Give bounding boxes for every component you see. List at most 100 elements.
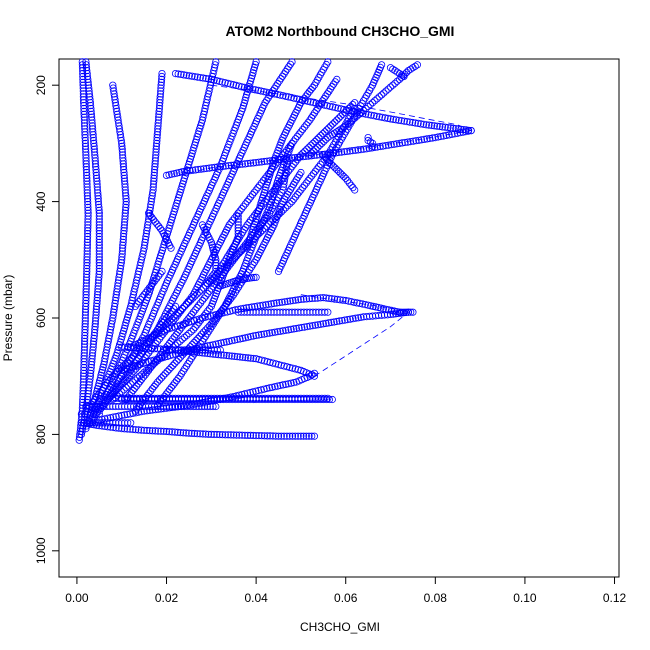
data-point: [282, 155, 290, 163]
data-point: [205, 277, 213, 285]
data-point: [118, 247, 127, 255]
data-point: [120, 171, 128, 179]
data-point: [82, 305, 90, 313]
data-point: [118, 145, 126, 153]
data-point: [104, 423, 112, 431]
data-point: [87, 102, 95, 110]
data-point: [273, 90, 282, 99]
series-12: [154, 139, 296, 409]
data-point: [227, 161, 235, 169]
data-point: [90, 136, 98, 145]
data-point: [83, 192, 92, 200]
data-point: [115, 125, 124, 133]
data-point: [103, 379, 112, 387]
data-point: [116, 131, 125, 139]
data-point: [83, 189, 91, 197]
data-point: [158, 72, 166, 81]
series-24: [395, 308, 417, 316]
data-point: [340, 105, 348, 114]
data-point: [142, 232, 150, 241]
data-point: [82, 291, 90, 299]
data-point: [249, 431, 257, 440]
data-point: [279, 174, 287, 182]
data-point: [389, 310, 397, 318]
data-point: [98, 366, 107, 374]
data-point: [109, 314, 117, 322]
data-point: [286, 363, 294, 372]
data-point: [344, 120, 352, 128]
data-point: [121, 212, 129, 220]
data-point: [249, 354, 257, 363]
data-point: [170, 305, 178, 313]
data-point: [80, 113, 88, 121]
data-point: [234, 230, 242, 238]
data-point: [342, 106, 350, 114]
data-point: [95, 215, 103, 223]
data-point: [397, 309, 405, 317]
data-point: [322, 319, 330, 327]
data-point: [136, 377, 144, 386]
data-point: [214, 351, 223, 359]
data-point: [419, 120, 428, 128]
data-point: [94, 391, 103, 399]
data-point: [99, 363, 107, 371]
data-point: [94, 192, 102, 200]
data-point: [121, 177, 129, 185]
series-35: [386, 64, 408, 81]
data-point: [154, 337, 162, 345]
data-point: [96, 388, 104, 397]
data-point: [95, 206, 103, 214]
data-point: [206, 274, 214, 282]
x-tick-label: 0.06: [334, 591, 358, 605]
data-point: [81, 320, 89, 328]
data-point: [367, 302, 375, 310]
data-point: [82, 58, 90, 66]
data-point: [153, 220, 161, 228]
data-point: [321, 394, 329, 402]
data-point: [176, 337, 184, 345]
data-point: [146, 335, 154, 343]
data-point: [340, 173, 348, 181]
data-point: [252, 387, 260, 395]
data-point: [254, 86, 262, 95]
data-point: [333, 166, 341, 174]
data-point: [377, 304, 385, 312]
data-point: [140, 291, 148, 299]
data-point: [229, 306, 237, 315]
data-point: [265, 89, 273, 97]
data-point: [195, 288, 203, 296]
data-point: [303, 90, 312, 98]
data-point: [88, 420, 96, 428]
data-point: [385, 306, 393, 314]
data-point: [354, 146, 362, 154]
data-point: [179, 180, 187, 188]
data-point: [307, 152, 315, 160]
data-point: [93, 180, 101, 188]
data-point: [171, 205, 179, 213]
data-point: [80, 363, 88, 372]
data-point: [161, 353, 169, 361]
data-point: [147, 200, 155, 209]
data-point: [250, 66, 258, 74]
data-point: [156, 93, 164, 101]
data-point: [243, 221, 251, 229]
data-point: [223, 338, 231, 346]
data-point: [83, 410, 92, 418]
data-point: [83, 235, 92, 243]
data-point: [91, 325, 99, 334]
data-point: [244, 333, 252, 341]
data-point: [228, 352, 236, 360]
data-point: [249, 395, 257, 404]
data-point: [223, 308, 231, 316]
data-point: [297, 366, 305, 374]
data-point: [331, 78, 339, 86]
data-point: [156, 96, 164, 104]
data-point: [314, 395, 322, 404]
data-point: [150, 168, 158, 177]
data-point: [103, 343, 111, 351]
data-point: [265, 193, 273, 201]
data-point: [106, 325, 115, 334]
data-point: [176, 188, 184, 196]
data-point: [376, 142, 384, 151]
data-point: [393, 140, 401, 148]
